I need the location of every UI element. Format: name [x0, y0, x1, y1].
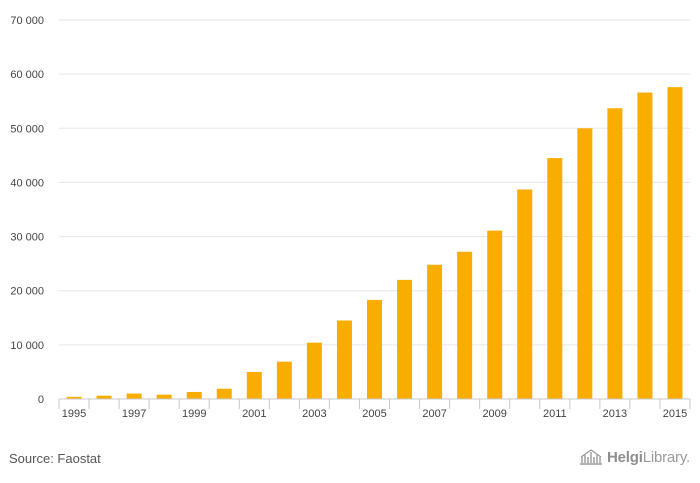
bar-2005[interactable] — [367, 299, 382, 399]
y-tick-label: 60 000 — [10, 69, 44, 81]
bar-2003[interactable] — [306, 342, 322, 399]
x-tick-label: 2015 — [663, 408, 687, 420]
bars — [66, 87, 683, 400]
bar-1996[interactable] — [96, 395, 112, 399]
bar-2008[interactable] — [457, 251, 473, 399]
y-tick-label: 70 000 — [10, 15, 44, 27]
x-tick-label: 2005 — [362, 408, 386, 420]
bar-1998[interactable] — [156, 394, 172, 399]
x-tick-label: 2003 — [302, 408, 326, 420]
bar-1997[interactable] — [126, 393, 142, 399]
x-tick-label: 2011 — [543, 408, 567, 420]
bar-2009[interactable] — [487, 230, 503, 399]
y-tick-label: 20 000 — [10, 286, 44, 298]
x-tick-label: 2009 — [482, 408, 506, 420]
bar-2010[interactable] — [517, 189, 533, 399]
x-tick-label: 2013 — [603, 408, 627, 420]
bar-2011[interactable] — [547, 158, 563, 399]
gridlines — [59, 19, 690, 346]
x-tick-label: 1999 — [182, 408, 206, 420]
bar-2012[interactable] — [577, 128, 593, 400]
bar-2014[interactable] — [637, 92, 653, 400]
brand-name-rest: Library. — [642, 448, 691, 466]
y-tick-label: 50 000 — [10, 123, 44, 135]
y-tick-label: 40 000 — [10, 177, 44, 189]
x-tick-label: 2001 — [242, 408, 266, 420]
y-axis-tick-labels: 0 10 000 20 000 30 000 40 000 50 000 60 000 70 … — [10, 15, 44, 406]
bar-1995[interactable] — [66, 396, 82, 399]
x-tick-label: 2007 — [422, 408, 446, 420]
x-tick-label: 1997 — [122, 408, 146, 420]
x-axis-tick-labels: 1995 1997 1999 2001 2003 2005 2007 2009 2011 2013… — [62, 408, 687, 420]
bar-2004[interactable] — [336, 320, 352, 399]
library-building-icon — [580, 449, 602, 465]
bar-2015[interactable] — [667, 87, 683, 399]
y-tick-label: 0 — [38, 394, 44, 406]
x-tick-label: 1995 — [62, 408, 86, 420]
bar-2006[interactable] — [397, 279, 413, 399]
bar-2000[interactable] — [216, 388, 232, 399]
y-tick-label: 10 000 — [10, 340, 44, 352]
bar-2007[interactable] — [427, 264, 443, 399]
source-note: Source: Faostat — [9, 451, 101, 466]
bar-1999[interactable] — [186, 391, 202, 399]
bar-2013[interactable] — [607, 108, 623, 399]
y-tick-label: 30 000 — [10, 232, 44, 244]
helgilibrary-logo[interactable]: Helgi Library. — [578, 448, 690, 466]
bar-2002[interactable] — [276, 361, 292, 399]
brand-name-strong: Helgi — [607, 448, 643, 466]
bar-2001[interactable] — [246, 371, 262, 399]
x-axis — [58, 398, 691, 409]
